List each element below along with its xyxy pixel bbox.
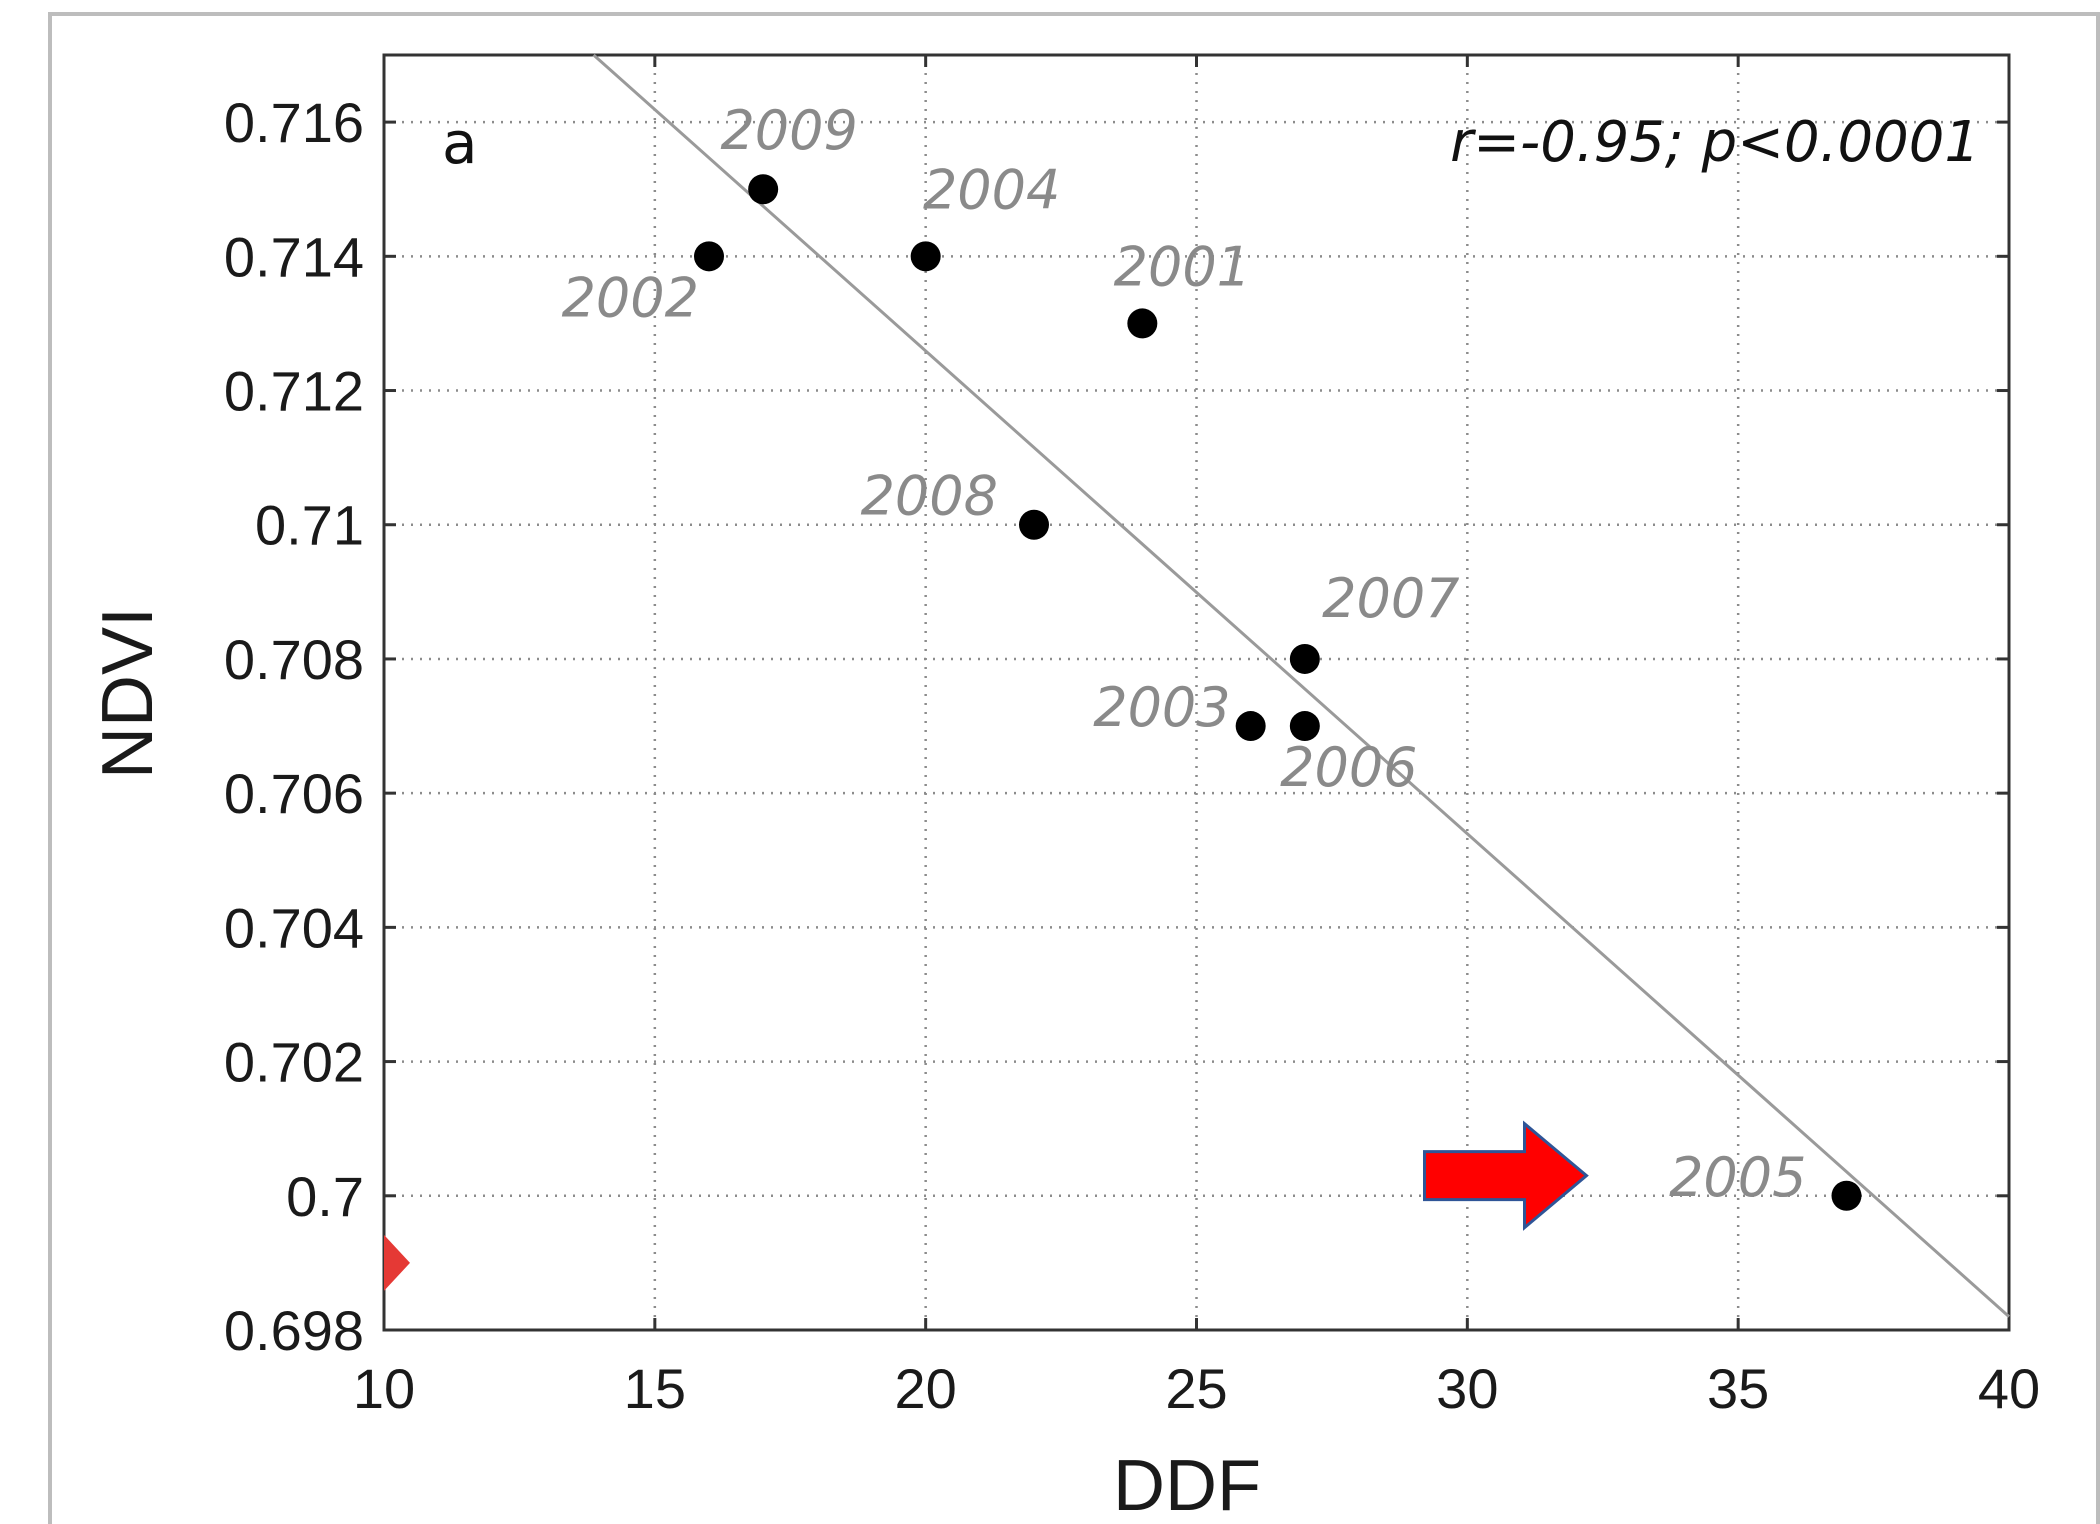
data-point [1831,1180,1862,1211]
x-tick-label: 10 [353,1357,415,1420]
y-axis-label: NDVI [88,607,168,779]
y-tick-label: 0.716 [224,91,364,154]
point-label: 2007 [1322,567,1459,630]
data-point [1235,711,1266,742]
axes: 10 15 20 25 30 35 40 0.698 0.7 0.702 0.704 0.706 0.7… [224,55,2040,1420]
point-label: 2002 [562,266,699,329]
y-tick-label: 0.702 [224,1031,364,1094]
point-label: 2006 [1280,736,1417,799]
point-label: 2003 [1093,676,1230,739]
y-tick-label: 0.698 [224,1299,364,1362]
x-tick-label: 15 [624,1357,686,1420]
point-label: 2008 [861,465,998,528]
point-label: 2009 [720,99,857,162]
y-tick-label: 0.71 [255,494,364,557]
data-point [1019,509,1049,540]
y-tick-label: 0.704 [224,896,364,959]
y-tick-label: 0.708 [224,628,364,691]
grid [384,55,2009,1330]
y-tick-label: 0.706 [224,762,364,825]
edge-triangle-icon [384,1234,410,1291]
y-tick-label: 0.712 [224,360,364,423]
data-point [1127,308,1158,339]
x-tick-label: 20 [895,1357,957,1420]
x-tick-label: 30 [1436,1357,1498,1420]
x-tick-label: 40 [1978,1357,2040,1420]
data-point [1289,711,1320,742]
data-point [694,241,724,272]
x-tick-label: 35 [1707,1357,1769,1420]
right-arrow-icon [1423,1120,1589,1231]
point-label: 2005 [1669,1146,1806,1209]
data-point [1289,643,1320,674]
data-points [694,174,1862,1211]
stats-annotation: r=-0.95; p<0.0001 [1450,110,1980,175]
data-point [748,174,779,205]
point-labels: 2009 2002 2004 2001 2008 2007 2003 2006 2005 [562,99,1807,1209]
panel-label: a [442,109,478,177]
x-tick-label: 25 [1165,1357,1227,1420]
x-axis-label: DDF [1113,1446,1261,1524]
point-label: 2004 [923,158,1060,221]
y-tick-label: 0.714 [224,225,364,288]
point-label: 2001 [1114,235,1251,298]
regression-line [592,53,2010,1318]
y-tick-label: 0.7 [286,1165,364,1228]
data-point [910,241,941,272]
